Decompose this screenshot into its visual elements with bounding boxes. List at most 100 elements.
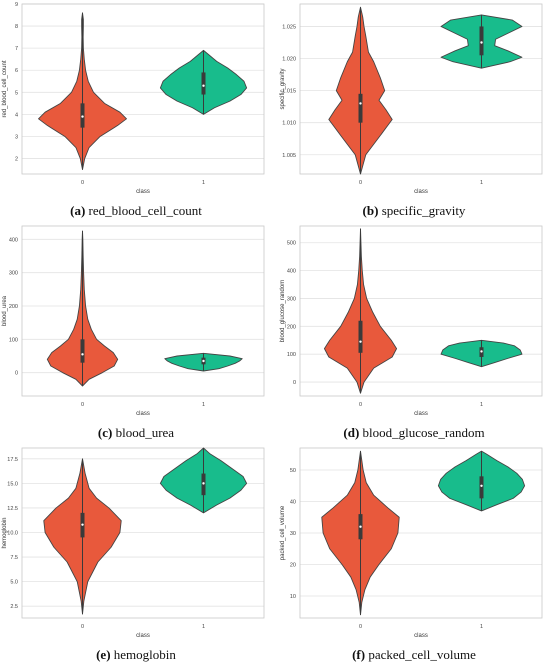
- panel-specific-gravity: 1.005 1.010 1.015 1.020 1.025 0 1 class specific…: [278, 0, 550, 225]
- y-tick-label: 1.005: [282, 153, 296, 159]
- y-tick-label: 0: [15, 371, 18, 377]
- violin-median: [202, 84, 205, 87]
- y-axis-label: packed_cell_volume: [280, 505, 286, 560]
- y-tick-label: 0: [293, 380, 296, 386]
- panel-blood-urea: 0 100 200 300 400 0 1 class blood_urea (c) blood…: [0, 222, 272, 447]
- y-tick-label: 30: [290, 531, 296, 537]
- caption: (b) specific_gravity: [278, 203, 550, 219]
- y-tick-label: 10.0: [7, 531, 18, 537]
- violin-median: [359, 525, 362, 528]
- y-tick-label: 4: [15, 112, 18, 118]
- panel-packed-cell-volume: 10 20 30 40 50 0 1 class packed_cell_volume (f) …: [278, 444, 550, 669]
- y-tick-label: 100: [9, 337, 18, 343]
- caption: (d) blood_glucose_random: [278, 425, 550, 441]
- plot-frame: [299, 447, 543, 619]
- violin-iqr-box: [201, 72, 206, 95]
- y-axis-label: blood_glucose_random: [280, 280, 286, 342]
- violin-median: [359, 102, 362, 105]
- violin-iqr-box: [358, 320, 363, 353]
- y-tick-label: 8: [15, 24, 18, 30]
- y-tick-label: 5.0: [10, 580, 18, 586]
- x-axis-label: class: [414, 633, 428, 639]
- caption: (a) red_blood_cell_count: [0, 203, 272, 219]
- y-axis-label: blood_urea: [2, 295, 8, 326]
- y-tick-label: 400: [287, 269, 296, 275]
- x-axis-label: class: [136, 411, 150, 417]
- plot-frame: [21, 447, 265, 619]
- caption-text: blood_glucose_random: [362, 425, 485, 440]
- y-axis-label: hemoglobin: [2, 517, 8, 548]
- x-tick-label: 1: [202, 624, 205, 630]
- caption-label: (f): [352, 647, 366, 662]
- violin-median: [202, 482, 205, 485]
- violin-chart: 0 100 200 300 400 500 0 1 class blood_glucose_ran…: [280, 225, 543, 417]
- x-tick-label: 1: [480, 624, 483, 630]
- caption-label: (c): [97, 425, 113, 440]
- y-tick-label: 200: [287, 324, 296, 330]
- violin-median: [81, 523, 84, 526]
- y-tick-label: 40: [290, 500, 296, 506]
- y-tick-label: 12.5: [7, 506, 18, 512]
- caption-text: packed_cell_volume: [368, 647, 476, 662]
- violin-median: [480, 350, 483, 353]
- x-tick-label: 1: [202, 180, 205, 186]
- caption: (e) hemoglobin: [0, 647, 272, 663]
- x-tick-label: 0: [359, 180, 362, 186]
- y-tick-label: 1.020: [282, 57, 296, 63]
- violin-chart: 1.005 1.010 1.015 1.020 1.025 0 1 class specific…: [280, 3, 543, 195]
- y-tick-label: 300: [287, 296, 296, 302]
- plot-frame: [21, 225, 265, 397]
- y-tick-label: 1.025: [282, 24, 296, 30]
- caption-label: (a): [70, 203, 86, 218]
- violin-chart: 2.5 5.0 7.5 10.0 12.5 15.0 17.5 0 1 class hemoglob…: [2, 447, 265, 639]
- y-axis-label: specific_gravity: [280, 68, 286, 109]
- y-tick-label: 1.010: [282, 121, 296, 127]
- x-axis-label: class: [414, 189, 428, 195]
- violin-chart: 10 20 30 40 50 0 1 class packed_cell_volume: [280, 447, 543, 639]
- y-tick-label: 500: [287, 241, 296, 247]
- y-tick-label: 2.5: [10, 604, 18, 610]
- y-tick-label: 3: [15, 134, 18, 140]
- x-tick-label: 0: [81, 180, 84, 186]
- violin-iqr-box: [80, 339, 85, 363]
- plot-frame: [21, 3, 265, 175]
- violin-iqr-box: [358, 93, 363, 123]
- caption-text: blood_urea: [115, 425, 175, 440]
- y-tick-label: 1.015: [282, 89, 296, 95]
- x-tick-label: 0: [359, 624, 362, 630]
- x-tick-label: 1: [480, 180, 483, 186]
- x-tick-label: 0: [359, 402, 362, 408]
- x-axis-label: class: [136, 633, 150, 639]
- panel-red-blood-cell-count: 2 3 4 5 6 7 8 9 0 1 class red_blood_cell_count (a) …: [0, 0, 272, 225]
- violin-median: [202, 359, 205, 363]
- x-tick-label: 0: [81, 624, 84, 630]
- y-tick-label: 400: [9, 237, 18, 243]
- caption-label: (e): [96, 647, 111, 662]
- y-tick-label: 100: [287, 352, 296, 358]
- x-tick-label: 0: [81, 402, 84, 408]
- y-axis-label: red_blood_cell_count: [2, 60, 8, 117]
- violin-chart: 0 100 200 300 400 0 1 class blood_urea: [2, 225, 265, 417]
- caption-text: red_blood_cell_count: [88, 203, 202, 218]
- y-tick-label: 17.5: [7, 457, 18, 463]
- y-tick-label: 2: [15, 157, 18, 163]
- y-tick-label: 5: [15, 90, 18, 96]
- caption-label: (d): [343, 425, 360, 440]
- caption: (f) packed_cell_volume: [278, 647, 550, 663]
- y-tick-label: 200: [9, 304, 18, 310]
- y-tick-label: 20: [290, 562, 296, 568]
- violin-median: [81, 115, 84, 118]
- x-axis-label: class: [414, 411, 428, 417]
- x-tick-label: 1: [202, 402, 205, 408]
- plot-frame: [299, 3, 543, 175]
- violin-iqr-box: [479, 26, 484, 56]
- y-tick-label: 50: [290, 468, 296, 474]
- y-tick-label: 300: [9, 271, 18, 277]
- panel-blood-glucose-random: 0 100 200 300 400 500 0 1 class blood_glucose_ran…: [278, 222, 550, 447]
- violin-median: [359, 340, 362, 343]
- plot-frame: [299, 225, 543, 397]
- x-axis-label: class: [136, 189, 150, 195]
- y-tick-label: 7: [15, 46, 18, 52]
- y-tick-label: 10: [290, 594, 296, 600]
- y-tick-label: 15.0: [7, 481, 18, 487]
